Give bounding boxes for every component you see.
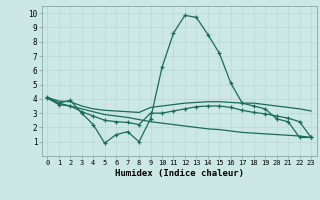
X-axis label: Humidex (Indice chaleur): Humidex (Indice chaleur) bbox=[115, 169, 244, 178]
